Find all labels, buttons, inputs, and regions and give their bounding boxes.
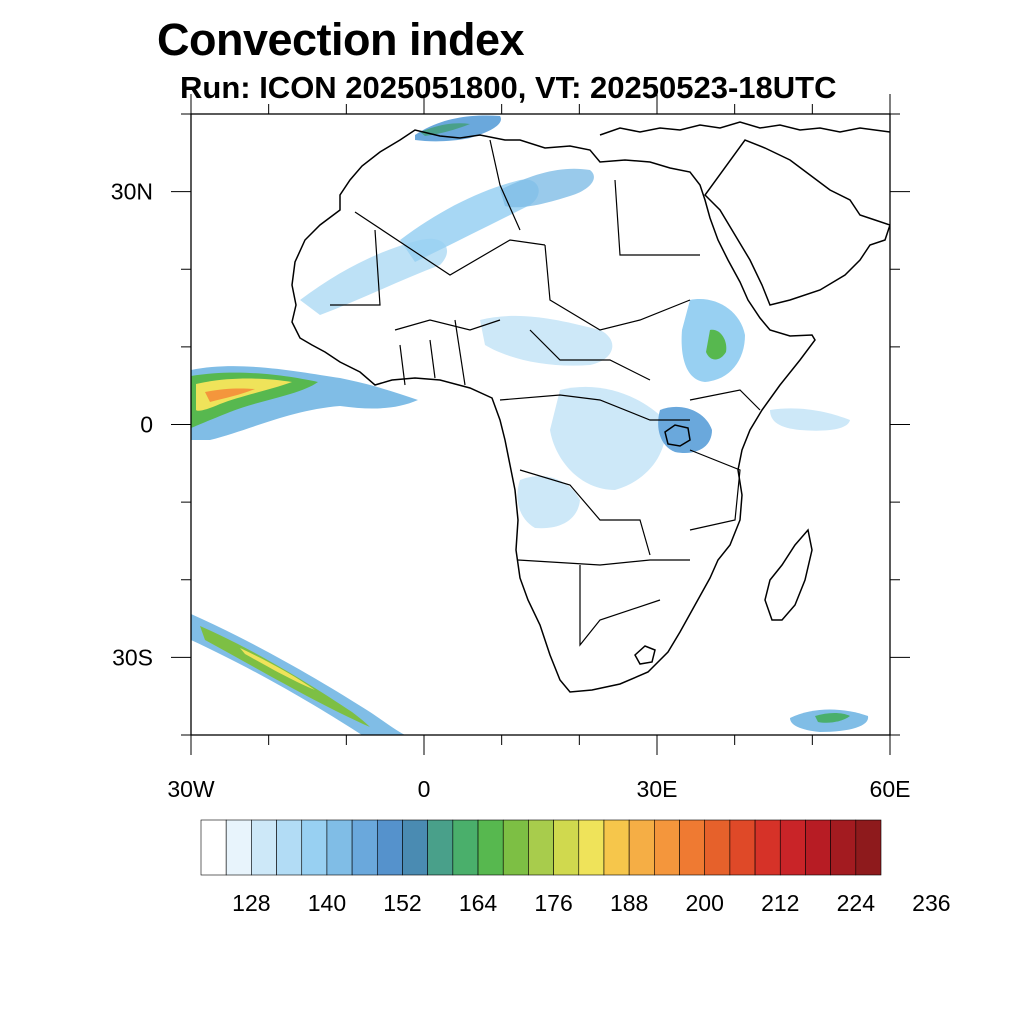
sahara-streaks-north: [500, 168, 594, 208]
colorbar-label: 188: [610, 890, 648, 916]
colorbar-label: 176: [534, 890, 572, 916]
colorbar-box: [326, 819, 353, 876]
colorbar-box: [779, 819, 806, 876]
colorbar-box: [654, 819, 680, 876]
congo-basin-cells: [550, 386, 666, 490]
lon-tick-label: 60E: [870, 776, 911, 802]
colorbar: 128 140 152 164 176 188 200 212 224 236: [200, 819, 951, 916]
colorbar-box: [351, 819, 378, 876]
south-atlantic-band-core: [240, 648, 315, 690]
colorbar-label: 164: [459, 890, 498, 916]
border-central-africa: [499, 394, 690, 421]
sw-indian-ocean-core: [815, 713, 850, 723]
border-chad-car: [529, 329, 651, 381]
colorbar-box: [427, 819, 454, 876]
europe-coast: [599, 121, 890, 136]
colorbar-box: [704, 819, 731, 876]
colorbar-box: [402, 819, 428, 876]
colorbar-box: [628, 819, 655, 876]
south-atlantic-band: [191, 614, 405, 735]
map-background: [191, 114, 890, 735]
ethiopian-highlands-core: [706, 329, 727, 360]
border-sahara-1: [354, 211, 546, 276]
colorbar-label: 152: [383, 890, 421, 916]
lat-tick-label: 30S: [112, 644, 153, 670]
mediterranean-coast-cells-core: [420, 123, 470, 136]
border-drc-angola: [519, 469, 651, 556]
border-namibia-botswana: [579, 565, 661, 647]
lake-victoria-outline: [664, 424, 691, 447]
border-sudan: [544, 244, 691, 331]
arabian-peninsula-coastline: [704, 139, 890, 306]
border-west-africa-2: [399, 344, 406, 386]
colorbar-box: [528, 819, 554, 876]
colorbar-box: [276, 819, 303, 876]
page-title: Convection index: [157, 14, 525, 65]
lesotho-outline: [634, 645, 656, 665]
colorbar-label: 236: [912, 890, 950, 916]
colorbar-label: 128: [232, 890, 270, 916]
sahel-cells: [480, 315, 613, 366]
lat-tick-label: 30N: [111, 179, 153, 205]
colorbar-box: [805, 819, 831, 876]
lake-victoria-cells: [658, 406, 712, 454]
border-east-africa: [689, 389, 761, 411]
madagascar-coastline: [764, 528, 813, 621]
lon-tick-label: 30W: [167, 776, 215, 802]
colorbar-box: [376, 819, 403, 876]
lat-tick-label: 0: [140, 412, 153, 438]
colorbar-box: [502, 819, 529, 876]
lon-tick-label: 0: [418, 776, 431, 802]
country-borders-layer: [330, 139, 761, 647]
lon-tick-label: 30E: [637, 776, 678, 802]
colorbar-box: [855, 819, 882, 876]
border-sahara-2: [330, 229, 381, 306]
colorbar-label: 224: [837, 890, 876, 916]
border-south: [517, 559, 690, 566]
border-west-africa-3: [429, 339, 436, 379]
border-tanzania: [689, 449, 741, 531]
atlantic-itcz-band-peak: [205, 388, 255, 402]
colorbar-box: [754, 819, 781, 876]
colorbar-box: [200, 819, 227, 876]
axis-layer: 30N 0 30S 30W 0 30E 60E: [111, 94, 911, 802]
border-libya-egypt: [614, 179, 700, 256]
coastline-layer: [291, 121, 890, 693]
colorbar-box: [477, 819, 504, 876]
south-atlantic-band-mid: [200, 626, 370, 727]
colorbar-box: [729, 819, 756, 876]
atlantic-itcz-band-core: [196, 378, 292, 411]
sahara-streaks-west: [300, 238, 448, 315]
colorbar-box: [553, 819, 580, 876]
border-west-africa-1: [394, 319, 501, 331]
page-subtitle: Run: ICON 2025051800, VT: 20250523-18UTC: [180, 70, 837, 105]
africa-coastline: [291, 129, 816, 693]
colorbar-box: [225, 819, 252, 876]
colorbar-box: [301, 819, 328, 876]
convection-field-layer: [191, 115, 869, 735]
colorbar-label: 200: [686, 890, 724, 916]
border-west-africa-4: [454, 319, 466, 386]
colorbar-label: 140: [308, 890, 346, 916]
colorbar-box: [603, 819, 630, 876]
angola-cells: [517, 476, 580, 529]
colorbar-box: [578, 819, 605, 876]
colorbar-box: [251, 819, 277, 876]
indian-ocean-cells: [770, 408, 850, 431]
colorbar-box: [679, 819, 706, 876]
colorbar-label: 212: [761, 890, 799, 916]
colorbar-box: [452, 819, 479, 876]
colorbar-box: [830, 819, 857, 876]
border-sahara-3: [489, 139, 521, 231]
